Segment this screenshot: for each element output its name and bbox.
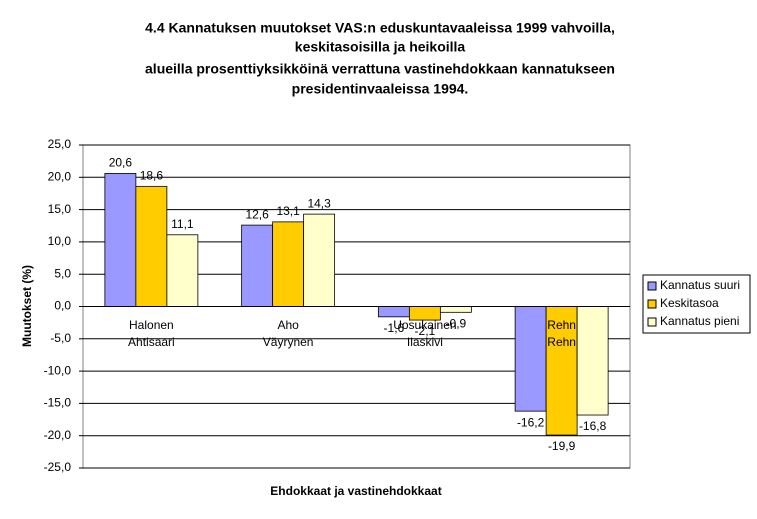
x-tick-label: Ilaskivi [407,335,443,349]
chart-title: alueilla prosenttiyksikköinä verrattuna … [145,61,615,77]
x-axis-title: Ehdokkaat ja vastinehdokkaat [270,484,441,498]
y-tick-label: -15,0 [44,396,72,410]
data-label: 13,1 [276,204,300,218]
bar [166,234,199,307]
y-tick-label: 15,0 [48,202,72,216]
data-label: -0,9 [446,316,467,330]
x-tick-label: Halonen [129,318,174,332]
y-tick-label: 20,0 [48,169,72,183]
bar [514,306,547,412]
x-tick-label: Uosukainen [393,318,456,332]
data-label: 12,6 [245,207,269,221]
y-tick-label: -25,0 [44,460,72,474]
legend-swatch [647,299,657,309]
x-tick-label: Ahtisaari [128,335,175,349]
data-label: -19,9 [548,439,576,453]
bar [272,221,305,307]
bar [377,306,410,318]
data-label: -1,6 [384,321,405,335]
chart-title: keskitasoisilla ja heikoilla [295,39,466,55]
data-label: 20,6 [109,156,133,170]
y-tick-label: 0,0 [54,299,71,313]
x-tick-label: Aho [277,318,299,332]
legend-label: Kannatus pieni [660,314,739,328]
legend-swatch [647,281,657,291]
x-tick-label: Väyrynen [263,335,314,349]
data-label: -2,1 [415,324,436,338]
bar [303,213,336,307]
bar [241,224,274,307]
chart-title: presidentinvaaleissa 1994. [292,81,469,97]
bar [135,185,168,307]
legend-swatch [647,317,657,327]
x-tick-label: Rehn [547,318,576,332]
y-tick-label: -5,0 [50,331,71,345]
data-label: -16,8 [579,419,607,433]
data-label: 18,6 [140,169,164,183]
data-label: 11,1 [171,217,194,231]
bar [576,306,609,416]
y-tick-label: -10,0 [44,363,72,377]
data-label: -16,2 [517,415,545,429]
y-tick-label: 5,0 [54,266,71,280]
legend-label: Keskitasoa [660,296,719,310]
bar [104,173,137,307]
bar [439,306,472,313]
y-tick-label: 10,0 [48,234,72,248]
chart-title: 4.4 Kannatuksen muutokset VAS:n eduskunt… [145,20,615,36]
y-tick-label: 25,0 [48,137,72,151]
data-label: 14,3 [307,196,331,210]
x-tick-label: Rehn [547,335,576,349]
y-tick-label: -20,0 [44,428,72,442]
legend [642,274,751,334]
legend-label: Kannatus suuri [660,278,740,292]
y-axis-title: Muutokset (%) [20,265,34,347]
